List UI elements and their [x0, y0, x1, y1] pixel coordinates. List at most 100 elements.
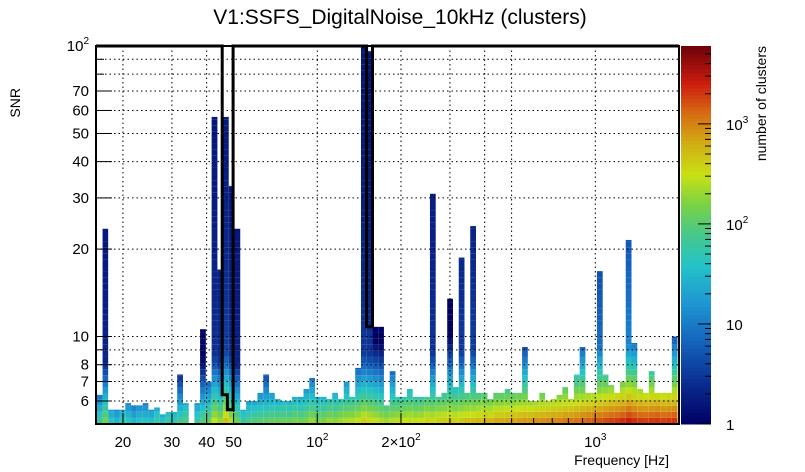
colorbar-swatch — [681, 374, 711, 380]
colorbar-swatch — [681, 91, 711, 96]
heatmap-cell — [522, 369, 528, 376]
heatmap-cell — [522, 363, 528, 370]
heatmap-cell — [625, 405, 632, 412]
heatmap-cell — [562, 417, 569, 424]
heatmap-cell — [309, 393, 315, 400]
heatmap-cell — [435, 405, 442, 412]
heatmap-cell — [102, 241, 109, 248]
colorbar-swatch — [681, 306, 711, 312]
heatmap-cell — [355, 411, 361, 418]
heatmap-cell — [596, 283, 603, 290]
heatmap-cell — [102, 338, 109, 345]
heatmap-cell — [96, 411, 103, 418]
heatmap-cell — [234, 338, 241, 345]
heatmap-cell — [499, 399, 505, 406]
heatmap-cell — [429, 332, 436, 339]
heatmap-cell — [596, 314, 603, 321]
colorbar-swatch — [681, 386, 711, 391]
colorbar-swatch — [681, 276, 711, 281]
heatmap-cell — [476, 399, 482, 406]
colorbar-swatch — [681, 223, 711, 228]
colorbar-swatch — [681, 148, 711, 153]
heatmap-cell — [257, 393, 264, 400]
colorbar-swatch — [681, 125, 711, 130]
heatmap-cell — [429, 228, 436, 235]
heatmap-cell — [510, 399, 517, 406]
heatmap-cell — [671, 363, 678, 370]
heatmap-cell — [625, 344, 632, 351]
heatmap-cell — [314, 396, 321, 400]
heatmap-cell — [200, 329, 206, 333]
heatmap-cell — [596, 393, 603, 400]
heatmap-cell — [643, 417, 649, 424]
heatmap-cell — [366, 161, 373, 168]
heatmap-cell — [292, 396, 298, 400]
heatmap-cell — [458, 283, 465, 290]
heatmap-cell — [614, 399, 620, 406]
heatmap-cell — [125, 405, 132, 412]
colorbar-swatch — [681, 295, 711, 300]
heatmap-cell — [660, 417, 667, 424]
heatmap-cell — [671, 375, 678, 382]
heatmap-cell — [458, 381, 465, 388]
heatmap-cell — [568, 411, 574, 418]
heatmap-cell — [602, 393, 609, 400]
heatmap-cell — [200, 405, 206, 412]
heatmap-cell — [320, 399, 327, 406]
heatmap-cell — [458, 326, 465, 333]
heatmap-cell — [257, 417, 264, 424]
heatmap-cell — [429, 326, 436, 333]
colorbar-swatch — [681, 174, 711, 179]
heatmap-cell — [211, 356, 218, 364]
heatmap-cell — [458, 265, 465, 272]
heatmap-cell — [360, 58, 367, 65]
heatmap-cell — [108, 409, 114, 412]
heatmap-cell — [292, 411, 298, 418]
colorbar-swatch — [681, 253, 711, 259]
heatmap-cell — [429, 387, 436, 394]
heatmap-cell — [470, 375, 476, 382]
heatmap-cell — [378, 393, 384, 400]
heatmap-cell — [251, 411, 258, 418]
heatmap-cell — [223, 295, 229, 303]
colorbar-swatch — [681, 393, 711, 399]
heatmap-cell — [349, 399, 356, 406]
heatmap-cell — [447, 320, 453, 327]
heatmap-cell — [234, 259, 241, 266]
heatmap-cell — [458, 356, 465, 364]
heatmap-cell — [360, 344, 367, 351]
heatmap-cell — [602, 387, 609, 394]
heatmap-cell — [102, 302, 109, 309]
heatmap-cell — [211, 116, 218, 120]
colorbar-swatch — [681, 287, 711, 293]
heatmap-cell — [205, 387, 212, 394]
heatmap-cell — [223, 247, 229, 254]
heatmap-cell — [671, 338, 678, 345]
heatmap-cell — [217, 332, 224, 339]
heatmap-cell — [435, 399, 442, 406]
heatmap-cell — [458, 375, 465, 382]
heatmap-cell — [360, 314, 367, 321]
heatmap-cell — [274, 398, 281, 400]
colorbar-swatch — [681, 246, 711, 251]
heatmap-cell — [246, 405, 252, 412]
heatmap-cell — [504, 393, 511, 400]
heatmap-cell — [223, 198, 229, 205]
heatmap-cell — [452, 411, 459, 418]
heatmap-cell — [223, 119, 229, 126]
heatmap-cell — [234, 247, 241, 254]
heatmap-cell — [217, 369, 224, 376]
heatmap-cell — [579, 381, 586, 388]
heatmap-cell — [464, 392, 471, 394]
heatmap-cell — [286, 417, 293, 424]
colorbar-swatch — [681, 389, 711, 395]
heatmap-cell — [429, 417, 436, 424]
heatmap-cell — [113, 411, 120, 418]
heatmap-cell — [412, 396, 419, 400]
colorbar-swatch — [681, 272, 711, 278]
heatmap-cell — [372, 344, 379, 351]
heatmap-cell — [631, 399, 638, 406]
heatmap-cell — [579, 405, 586, 412]
heatmap-cell — [211, 314, 218, 321]
heatmap-cell — [234, 411, 241, 418]
